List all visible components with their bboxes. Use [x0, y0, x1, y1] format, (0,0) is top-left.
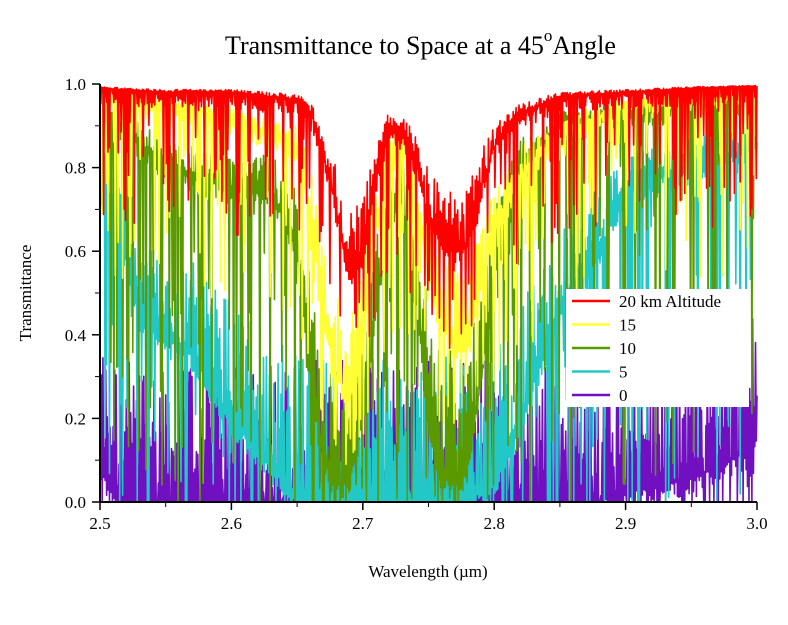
x-tick-label: 2.5 — [89, 514, 110, 533]
y-tick-label: 0.8 — [65, 159, 86, 178]
legend-label: 10 — [619, 339, 636, 358]
y-axis-label: Transmittance — [16, 245, 35, 342]
x-tick-label: 2.8 — [484, 514, 505, 533]
x-tick-label: 2.7 — [352, 514, 374, 533]
y-tick-label: 1.0 — [65, 75, 86, 94]
legend: 20 km Altitude 15 10 5 0 — [566, 289, 749, 407]
x-tick-label: 3.0 — [746, 514, 767, 533]
x-axis-label: Wavelength (µm) — [368, 562, 487, 581]
legend-label: 20 km Altitude — [619, 292, 721, 311]
title-main: Transmittance to Space at a 45 — [225, 31, 544, 60]
x-tick-label: 2.6 — [221, 514, 242, 533]
y-tick-label: 0.2 — [65, 409, 86, 428]
tick-layer: 2.5 2.6 2.7 2.8 2.9 3.0 0.0 0.2 0.4 0.6 0.8 1.0 — [65, 75, 768, 533]
legend-label: 5 — [619, 363, 628, 382]
y-tick-label: 0.6 — [65, 242, 86, 261]
legend-label: 15 — [619, 316, 636, 335]
legend-label: 0 — [619, 386, 628, 405]
title-end: Angle — [552, 31, 616, 60]
title-superscript: o — [544, 26, 553, 45]
series-line — [99, 84, 758, 349]
y-tick-label: 0.0 — [65, 493, 86, 512]
y-tick-label: 0.4 — [65, 326, 87, 345]
x-tick-label: 2.9 — [615, 514, 636, 533]
chart-title: Transmittance to Space at a 45oAngle — [225, 26, 616, 60]
